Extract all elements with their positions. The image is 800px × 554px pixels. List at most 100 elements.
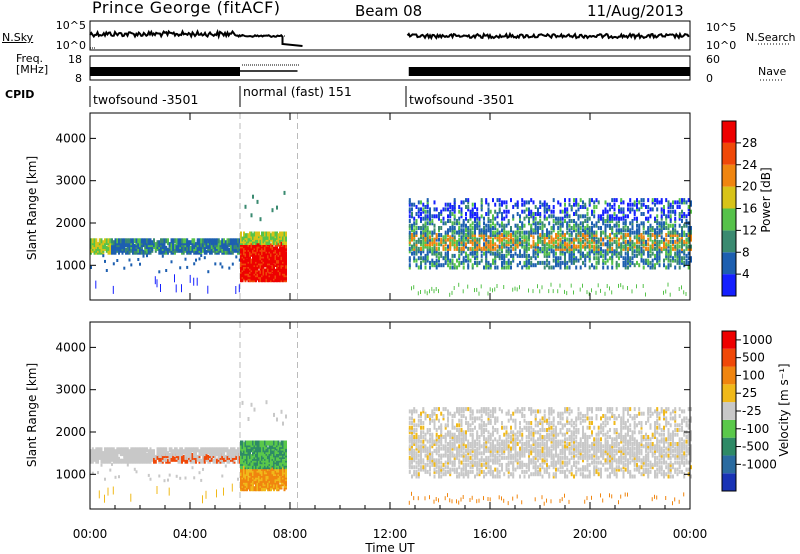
data-cell	[417, 239, 420, 244]
data-cell	[119, 238, 122, 244]
data-cell	[525, 230, 528, 235]
data-cell	[280, 455, 283, 461]
data-cell	[411, 428, 413, 432]
data-cell	[663, 212, 665, 216]
y-tick-label: 4000	[55, 131, 86, 145]
data-cell	[112, 249, 115, 255]
data-cell	[678, 251, 681, 256]
data-cell	[485, 263, 488, 268]
data-cell	[483, 246, 485, 251]
data-cell	[642, 235, 645, 240]
data-cell	[654, 263, 656, 268]
data-cell	[458, 216, 461, 221]
data-cell	[557, 260, 560, 265]
data-cell	[523, 246, 526, 251]
data-cell	[483, 265, 485, 270]
data-cell	[250, 262, 253, 267]
data-cell	[282, 421, 284, 426]
data-cell	[649, 214, 652, 219]
data-cell	[469, 214, 472, 219]
data-cell	[658, 200, 661, 205]
data-cell	[258, 270, 260, 276]
data-cell	[438, 437, 440, 442]
data-cell	[97, 471, 99, 475]
data-cell	[413, 230, 416, 235]
data-cell	[478, 260, 481, 265]
data-cell	[456, 258, 458, 263]
data-cell	[512, 253, 515, 258]
data-cell	[276, 417, 278, 422]
data-cell	[413, 235, 416, 240]
data-cell	[678, 265, 681, 270]
data-cell	[424, 216, 427, 221]
data-cell	[433, 469, 436, 474]
data-cell	[458, 260, 461, 265]
data-cell	[503, 226, 506, 230]
data-cell	[510, 265, 512, 270]
data-cell	[678, 256, 681, 261]
data-cell	[453, 442, 456, 446]
data-cell	[588, 265, 591, 270]
noise-sky-line	[89, 28, 690, 47]
data-cell	[426, 216, 429, 221]
data-cell	[476, 223, 479, 228]
data-cell	[415, 428, 418, 432]
data-cell	[622, 200, 625, 205]
data-cell	[139, 238, 141, 244]
data-cell	[685, 233, 688, 237]
data-cell	[543, 202, 546, 207]
data-cell	[624, 235, 627, 240]
data-cell	[638, 207, 641, 212]
data-cell	[431, 258, 434, 263]
data-cell	[451, 235, 454, 240]
data-cell	[609, 244, 611, 249]
data-cell	[521, 235, 524, 240]
data-cell	[528, 233, 530, 237]
data-cell	[424, 237, 427, 242]
data-cell	[606, 251, 609, 256]
data-cell	[528, 258, 530, 263]
data-cell	[575, 256, 578, 261]
data-cell	[597, 251, 600, 256]
data-cell	[503, 228, 506, 233]
data-cell	[512, 256, 515, 261]
data-cell	[564, 214, 566, 219]
data-cell	[244, 255, 247, 261]
data-cell	[658, 239, 661, 244]
data-cell	[577, 239, 580, 244]
data-cell	[627, 286, 628, 290]
data-cell	[433, 246, 436, 251]
data-cell	[658, 263, 661, 268]
data-cell	[514, 235, 517, 240]
data-cell	[121, 447, 124, 453]
data-cell	[424, 467, 427, 472]
data-cell	[582, 200, 584, 205]
data-cell	[505, 223, 508, 228]
data-cell	[408, 465, 411, 470]
data-cell	[435, 265, 438, 270]
data-cell	[431, 435, 434, 439]
data-cell	[629, 207, 632, 212]
data-cell	[678, 253, 681, 258]
data-cell	[253, 464, 256, 470]
data-cell	[577, 228, 580, 233]
data-cell	[447, 432, 449, 437]
data-cell	[647, 260, 650, 265]
data-cell	[503, 216, 506, 221]
data-cell	[429, 216, 431, 221]
data-cell	[256, 241, 259, 247]
data-cell	[426, 237, 429, 242]
data-cell	[561, 246, 564, 251]
data-cell	[609, 223, 611, 228]
data-cell	[494, 251, 497, 256]
data-cell	[584, 233, 587, 237]
data-cell	[566, 221, 569, 226]
data-cell	[568, 251, 571, 256]
data-cell	[231, 262, 234, 266]
data-cell	[521, 202, 524, 207]
data-cell	[654, 219, 656, 223]
data-cell	[525, 256, 528, 261]
data-cell	[255, 462, 257, 468]
data-cell	[444, 437, 447, 442]
data-cell	[665, 256, 668, 261]
